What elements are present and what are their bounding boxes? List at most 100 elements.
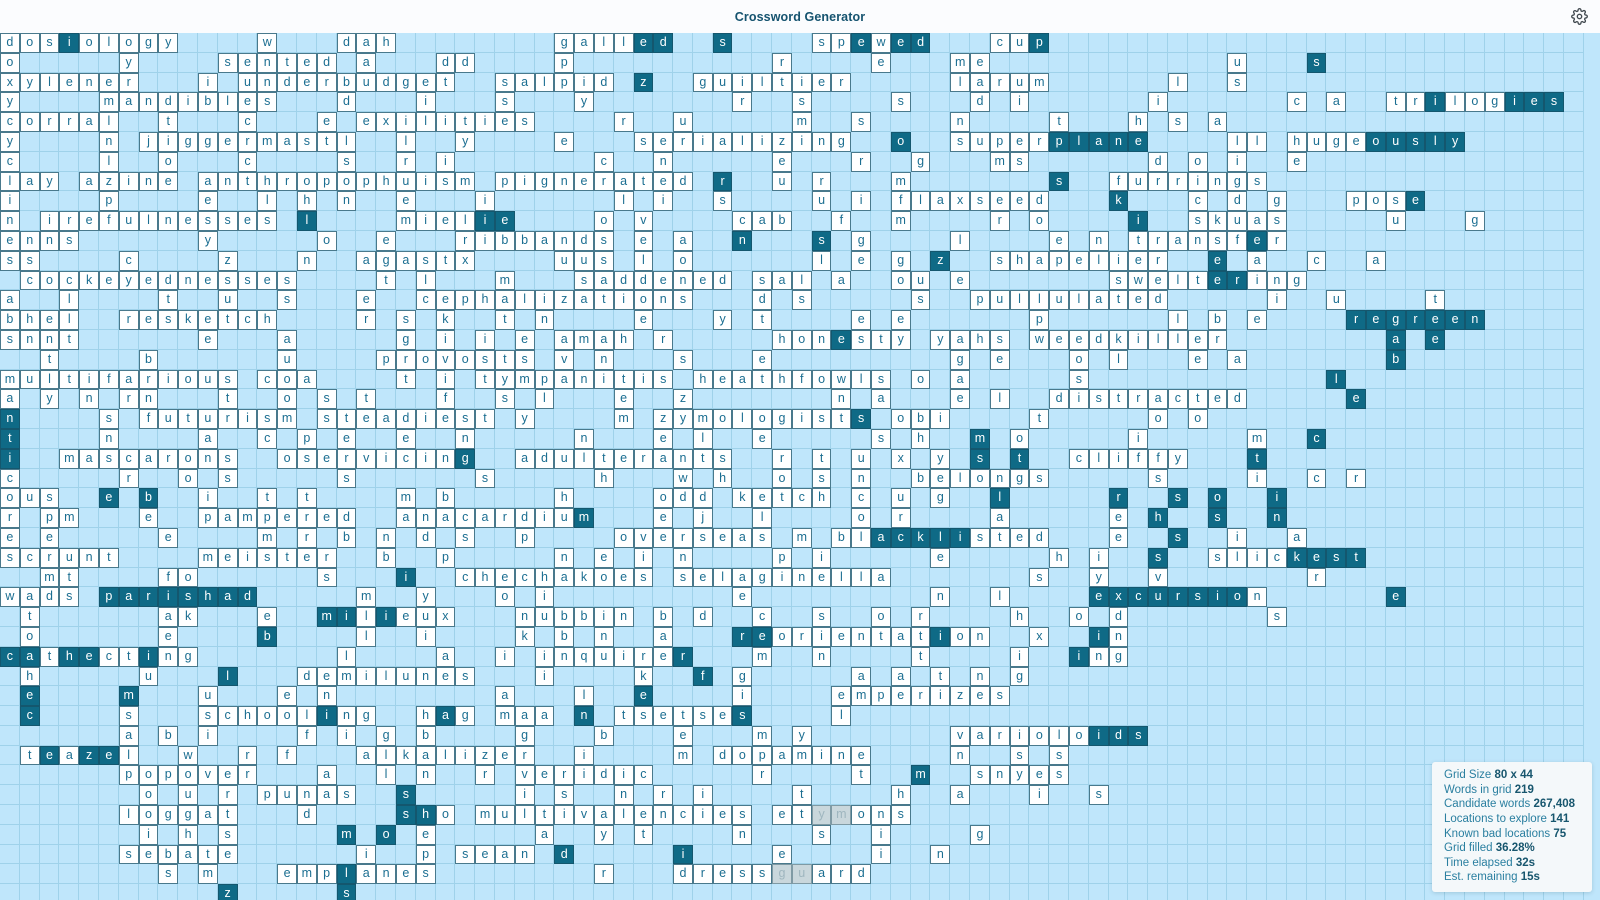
grid-cell-letter[interactable]: h [19,310,40,330]
grid-cell-empty[interactable] [1049,864,1070,885]
grid-cell-empty[interactable] [1306,646,1327,667]
grid-cell-letter[interactable]: e [395,864,416,885]
grid-cell-empty[interactable] [1286,884,1307,900]
grid-cell-empty[interactable] [1207,72,1228,93]
grid-cell-letter[interactable]: v [1148,567,1169,588]
grid-cell-empty[interactable] [1385,270,1406,291]
grid-cell-empty[interactable] [98,389,119,410]
grid-cell-letter[interactable]: u [158,409,179,429]
grid-cell-letter[interactable]: e [811,567,832,588]
grid-cell-empty[interactable] [1504,706,1525,726]
grid-cell-empty[interactable] [1049,52,1070,73]
grid-cell-letter[interactable]: g [910,151,931,172]
grid-cell-empty[interactable] [178,626,198,647]
grid-cell-empty[interactable] [1326,448,1347,469]
grid-cell-letter[interactable]: e [475,844,495,865]
grid-cell-empty[interactable] [831,844,852,865]
grid-cell-empty[interactable] [1267,706,1287,726]
grid-cell-empty[interactable] [1524,725,1545,746]
grid-cell-empty[interactable] [217,33,238,53]
grid-cell-empty[interactable] [98,884,119,900]
grid-cell-letter[interactable]: s [791,290,812,311]
grid-cell-letter[interactable]: l [1425,131,1446,152]
grid-cell-empty[interactable] [1484,646,1505,667]
grid-cell-letter[interactable]: o [178,765,198,786]
grid-cell-empty[interactable] [1009,547,1030,568]
grid-cell-letter[interactable]: s [574,270,594,291]
grid-cell-empty[interactable] [1405,587,1426,608]
grid-cell-empty[interactable] [712,626,733,647]
grid-cell-empty[interactable] [1405,349,1426,370]
grid-cell-letter[interactable]: i [534,646,555,667]
grid-cell-empty[interactable] [475,488,495,509]
grid-cell-empty[interactable] [989,844,1010,865]
grid-cell-letter[interactable]: r [673,527,693,548]
grid-cell-empty[interactable] [178,171,198,192]
grid-cell-empty[interactable] [752,112,773,132]
grid-cell-empty[interactable] [1227,33,1248,53]
grid-cell-empty[interactable] [1405,290,1426,311]
grid-cell-empty[interactable] [1286,765,1307,786]
grid-cell-letter[interactable]: o [257,706,278,726]
grid-cell-empty[interactable] [950,310,971,330]
grid-cell-empty[interactable] [1009,310,1030,330]
grid-cell-empty[interactable] [772,428,792,449]
grid-cell-letter[interactable]: c [455,508,476,528]
grid-cell-empty[interactable] [1029,646,1050,667]
grid-cell-empty[interactable] [316,33,337,53]
grid-cell-empty[interactable] [1504,488,1525,509]
grid-cell-empty[interactable] [554,468,575,489]
grid-cell-empty[interactable] [1286,824,1307,845]
grid-cell-empty[interactable] [1326,230,1347,251]
grid-cell-empty[interactable] [1009,211,1030,231]
grid-cell-empty[interactable] [732,448,753,469]
grid-cell-empty[interactable] [1484,369,1505,390]
grid-cell-empty[interactable] [950,666,971,687]
grid-cell-letter[interactable]: b [138,349,159,370]
grid-cell-letter[interactable]: r [593,171,614,192]
grid-cell-empty[interactable] [435,567,456,588]
grid-cell-empty[interactable] [1385,725,1406,746]
grid-cell-empty[interactable] [871,765,891,786]
grid-cell-empty[interactable] [1326,33,1347,53]
grid-cell-letter[interactable]: k [514,626,535,647]
grid-cell-letter[interactable]: e [712,706,733,726]
grid-cell-empty[interactable] [1009,230,1030,251]
grid-cell-empty[interactable] [712,290,733,311]
grid-cell-empty[interactable] [613,310,634,330]
grid-cell-empty[interactable] [98,310,119,330]
grid-cell-letter[interactable]: s [277,270,297,291]
grid-cell-empty[interactable] [1563,171,1584,192]
grid-cell-empty[interactable] [1247,607,1267,627]
grid-cell-empty[interactable] [1148,52,1169,73]
grid-cell-letter[interactable]: p [554,72,575,93]
grid-cell-empty[interactable] [633,884,654,900]
grid-cell-letter[interactable]: m [455,171,476,192]
grid-cell-empty[interactable] [494,33,515,53]
grid-cell-empty[interactable] [1425,587,1446,608]
grid-cell-empty[interactable] [1148,884,1169,900]
grid-cell-letter[interactable]: p [376,349,396,370]
grid-cell-letter[interactable]: a [118,725,139,746]
grid-cell-letter[interactable]: g [534,171,555,192]
grid-cell-letter[interactable]: l [574,686,594,707]
grid-cell-letter[interactable]: e [217,765,238,786]
grid-cell-empty[interactable] [1168,745,1188,766]
grid-cell-empty[interactable] [871,884,891,900]
grid-cell-letter[interactable]: l [989,389,1010,410]
grid-cell-letter[interactable]: c [415,290,436,311]
grid-cell-letter[interactable]: s [752,270,773,291]
grid-cell-empty[interactable] [1108,785,1129,806]
grid-cell-letter[interactable]: h [554,488,575,509]
grid-cell-empty[interactable] [1524,230,1545,251]
grid-cell-empty[interactable] [593,884,614,900]
grid-cell-empty[interactable] [871,468,891,489]
grid-cell-letter[interactable]: n [1187,230,1208,251]
grid-cell-letter[interactable]: y [197,230,218,251]
grid-cell-letter[interactable]: w [0,587,20,608]
grid-cell-empty[interactable] [1524,310,1545,330]
grid-cell-letter[interactable]: l [59,290,80,311]
grid-cell-letter[interactable]: r [217,785,238,806]
grid-cell-empty[interactable] [435,230,456,251]
grid-cell-empty[interactable] [178,191,198,212]
